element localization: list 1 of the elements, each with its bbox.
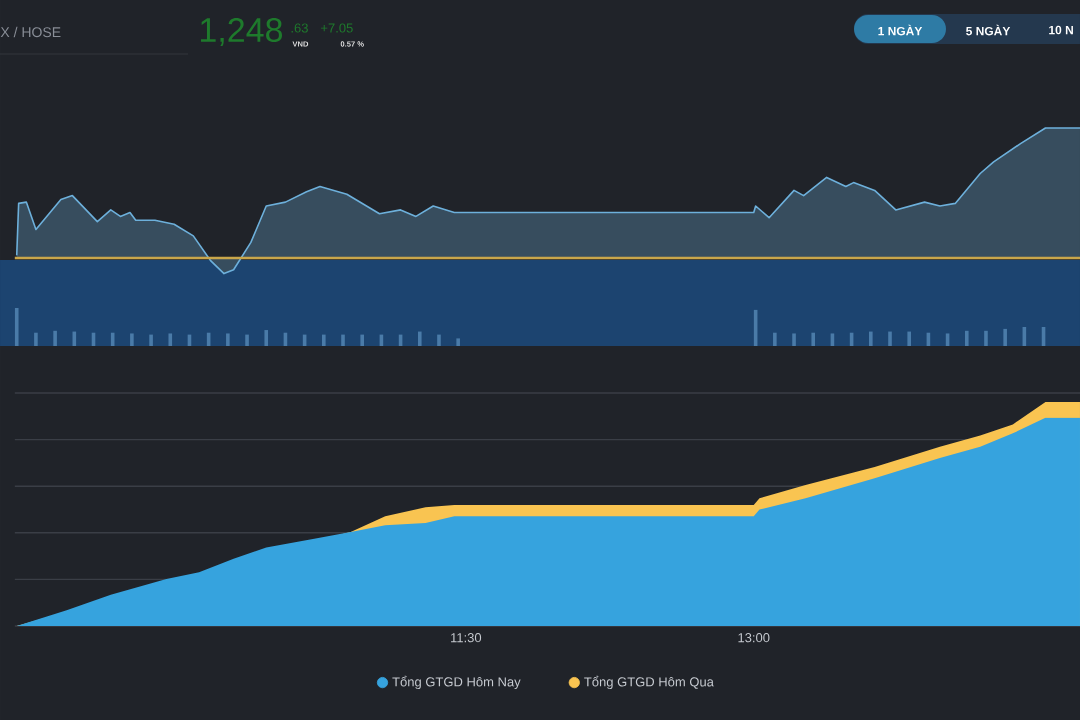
text: 1,248 (201, 17, 283, 47)
